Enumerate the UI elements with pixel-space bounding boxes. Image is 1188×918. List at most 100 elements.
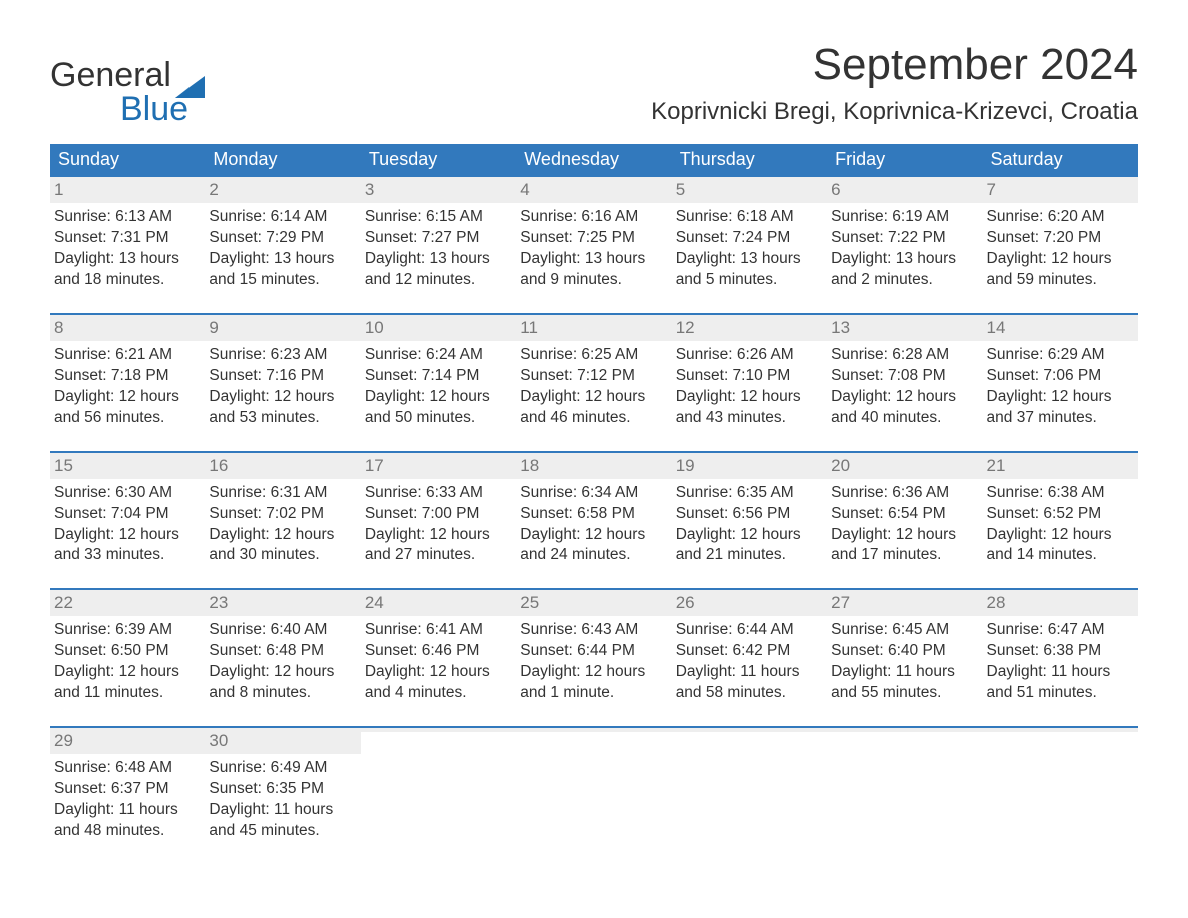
day-number: 26 xyxy=(672,590,827,616)
day-dl2: and 9 minutes. xyxy=(520,270,667,291)
day-dl1: Daylight: 13 hours xyxy=(54,249,201,270)
day-body: Sunrise: 6:28 AMSunset: 7:08 PMDaylight:… xyxy=(827,341,982,439)
logo-line1: General xyxy=(50,58,205,92)
day-dl2: and 12 minutes. xyxy=(365,270,512,291)
day-dl1: Daylight: 13 hours xyxy=(520,249,667,270)
day-body: Sunrise: 6:43 AMSunset: 6:44 PMDaylight:… xyxy=(516,616,671,714)
calendar-day: 14Sunrise: 6:29 AMSunset: 7:06 PMDayligh… xyxy=(983,315,1138,439)
calendar-week: 1Sunrise: 6:13 AMSunset: 7:31 PMDaylight… xyxy=(50,175,1138,301)
day-dl1: Daylight: 12 hours xyxy=(676,387,823,408)
day-sunrise: Sunrise: 6:49 AM xyxy=(209,758,356,779)
day-dl1: Daylight: 13 hours xyxy=(365,249,512,270)
day-number: 6 xyxy=(827,177,982,203)
day-sunset: Sunset: 7:18 PM xyxy=(54,366,201,387)
day-number xyxy=(672,728,827,732)
day-sunset: Sunset: 7:00 PM xyxy=(365,504,512,525)
day-sunset: Sunset: 7:04 PM xyxy=(54,504,201,525)
day-body: Sunrise: 6:33 AMSunset: 7:00 PMDaylight:… xyxy=(361,479,516,577)
day-number: 29 xyxy=(50,728,205,754)
calendar-day: 10Sunrise: 6:24 AMSunset: 7:14 PMDayligh… xyxy=(361,315,516,439)
day-sunrise: Sunrise: 6:47 AM xyxy=(987,620,1134,641)
calendar-day: 1Sunrise: 6:13 AMSunset: 7:31 PMDaylight… xyxy=(50,177,205,301)
day-body: Sunrise: 6:49 AMSunset: 6:35 PMDaylight:… xyxy=(205,754,360,852)
weeks-container: 1Sunrise: 6:13 AMSunset: 7:31 PMDaylight… xyxy=(50,175,1138,852)
day-body: Sunrise: 6:24 AMSunset: 7:14 PMDaylight:… xyxy=(361,341,516,439)
day-number: 5 xyxy=(672,177,827,203)
day-number: 12 xyxy=(672,315,827,341)
day-dl2: and 24 minutes. xyxy=(520,545,667,566)
day-body: Sunrise: 6:20 AMSunset: 7:20 PMDaylight:… xyxy=(983,203,1138,301)
day-number: 7 xyxy=(983,177,1138,203)
day-dl2: and 2 minutes. xyxy=(831,270,978,291)
day-dl1: Daylight: 12 hours xyxy=(831,525,978,546)
day-body: Sunrise: 6:18 AMSunset: 7:24 PMDaylight:… xyxy=(672,203,827,301)
day-body: Sunrise: 6:23 AMSunset: 7:16 PMDaylight:… xyxy=(205,341,360,439)
day-dl1: Daylight: 12 hours xyxy=(209,525,356,546)
calendar-day: 7Sunrise: 6:20 AMSunset: 7:20 PMDaylight… xyxy=(983,177,1138,301)
logo-text-general: General xyxy=(50,58,171,92)
day-dl1: Daylight: 11 hours xyxy=(209,800,356,821)
day-number: 1 xyxy=(50,177,205,203)
calendar-day xyxy=(361,728,516,852)
day-dl1: Daylight: 12 hours xyxy=(987,525,1134,546)
day-sunrise: Sunrise: 6:13 AM xyxy=(54,207,201,228)
calendar-day: 9Sunrise: 6:23 AMSunset: 7:16 PMDaylight… xyxy=(205,315,360,439)
day-sunrise: Sunrise: 6:14 AM xyxy=(209,207,356,228)
day-sunset: Sunset: 7:06 PM xyxy=(987,366,1134,387)
calendar-day: 20Sunrise: 6:36 AMSunset: 6:54 PMDayligh… xyxy=(827,453,982,577)
day-sunset: Sunset: 7:24 PM xyxy=(676,228,823,249)
logo: General Blue xyxy=(50,40,205,126)
day-sunrise: Sunrise: 6:45 AM xyxy=(831,620,978,641)
day-sunset: Sunset: 7:27 PM xyxy=(365,228,512,249)
month-title: September 2024 xyxy=(651,40,1138,90)
day-body: Sunrise: 6:41 AMSunset: 6:46 PMDaylight:… xyxy=(361,616,516,714)
day-dl1: Daylight: 11 hours xyxy=(54,800,201,821)
dow-friday: Friday xyxy=(827,144,982,175)
day-sunset: Sunset: 6:42 PM xyxy=(676,641,823,662)
day-sunrise: Sunrise: 6:29 AM xyxy=(987,345,1134,366)
day-number: 22 xyxy=(50,590,205,616)
calendar-week: 22Sunrise: 6:39 AMSunset: 6:50 PMDayligh… xyxy=(50,588,1138,714)
day-sunrise: Sunrise: 6:41 AM xyxy=(365,620,512,641)
day-sunset: Sunset: 7:14 PM xyxy=(365,366,512,387)
day-sunrise: Sunrise: 6:48 AM xyxy=(54,758,201,779)
day-sunset: Sunset: 7:12 PM xyxy=(520,366,667,387)
calendar-day: 16Sunrise: 6:31 AMSunset: 7:02 PMDayligh… xyxy=(205,453,360,577)
dow-thursday: Thursday xyxy=(672,144,827,175)
calendar-day xyxy=(672,728,827,852)
calendar-day: 21Sunrise: 6:38 AMSunset: 6:52 PMDayligh… xyxy=(983,453,1138,577)
day-sunrise: Sunrise: 6:30 AM xyxy=(54,483,201,504)
day-number: 18 xyxy=(516,453,671,479)
day-number: 8 xyxy=(50,315,205,341)
day-sunset: Sunset: 6:38 PM xyxy=(987,641,1134,662)
day-body: Sunrise: 6:31 AMSunset: 7:02 PMDaylight:… xyxy=(205,479,360,577)
day-dl2: and 11 minutes. xyxy=(54,683,201,704)
day-number: 28 xyxy=(983,590,1138,616)
day-dl1: Daylight: 12 hours xyxy=(365,525,512,546)
day-sunrise: Sunrise: 6:25 AM xyxy=(520,345,667,366)
calendar: Sunday Monday Tuesday Wednesday Thursday… xyxy=(50,144,1138,852)
day-number xyxy=(983,728,1138,732)
calendar-day: 8Sunrise: 6:21 AMSunset: 7:18 PMDaylight… xyxy=(50,315,205,439)
day-sunset: Sunset: 7:16 PM xyxy=(209,366,356,387)
day-body: Sunrise: 6:19 AMSunset: 7:22 PMDaylight:… xyxy=(827,203,982,301)
calendar-day: 17Sunrise: 6:33 AMSunset: 7:00 PMDayligh… xyxy=(361,453,516,577)
day-body: Sunrise: 6:45 AMSunset: 6:40 PMDaylight:… xyxy=(827,616,982,714)
day-sunrise: Sunrise: 6:34 AM xyxy=(520,483,667,504)
day-sunrise: Sunrise: 6:31 AM xyxy=(209,483,356,504)
day-sunrise: Sunrise: 6:35 AM xyxy=(676,483,823,504)
day-body: Sunrise: 6:25 AMSunset: 7:12 PMDaylight:… xyxy=(516,341,671,439)
day-sunset: Sunset: 7:08 PM xyxy=(831,366,978,387)
day-dl1: Daylight: 13 hours xyxy=(676,249,823,270)
day-number: 23 xyxy=(205,590,360,616)
day-body: Sunrise: 6:47 AMSunset: 6:38 PMDaylight:… xyxy=(983,616,1138,714)
day-number: 10 xyxy=(361,315,516,341)
day-dl2: and 18 minutes. xyxy=(54,270,201,291)
day-number: 21 xyxy=(983,453,1138,479)
day-sunset: Sunset: 6:54 PM xyxy=(831,504,978,525)
dow-monday: Monday xyxy=(205,144,360,175)
day-number: 3 xyxy=(361,177,516,203)
day-sunrise: Sunrise: 6:19 AM xyxy=(831,207,978,228)
day-body: Sunrise: 6:13 AMSunset: 7:31 PMDaylight:… xyxy=(50,203,205,301)
day-body: Sunrise: 6:29 AMSunset: 7:06 PMDaylight:… xyxy=(983,341,1138,439)
